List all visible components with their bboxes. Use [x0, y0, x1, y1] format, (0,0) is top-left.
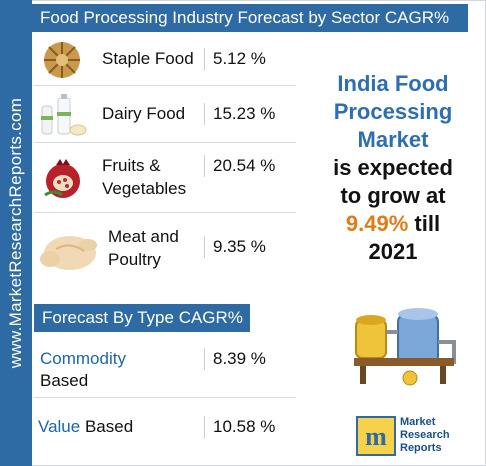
logo-letter: m	[365, 422, 387, 451]
headline-year: 2021	[368, 239, 418, 264]
market-research-reports-logo: m Market Research Reports	[356, 414, 468, 462]
table-row: Dairy Food 15.23 %	[34, 86, 296, 143]
chicken-icon	[40, 236, 97, 270]
headline-line: Market	[357, 127, 429, 152]
sector-label: Meat and	[108, 227, 179, 246]
headline-line: India Food	[337, 71, 449, 96]
headline-line: to grow at	[340, 183, 446, 208]
headline-line: Processing	[333, 99, 453, 124]
type-value: 8.39 %	[204, 348, 266, 370]
sector-table: Staple Food 5.12 % Dairy Food 15.23 % Fr…	[34, 33, 296, 288]
type-label-black: Based	[40, 371, 89, 390]
sector-value: 15.23 %	[204, 103, 275, 125]
sector-label: Staple Food	[102, 49, 194, 68]
headline-growth-line: 9.49% till	[305, 210, 481, 238]
logo-text-line: Reports	[400, 442, 442, 454]
pomegranate-icon	[44, 159, 80, 198]
type-table: Commodity Based 8.39 % Value Based 10.58…	[34, 338, 296, 458]
logo-text-line: Research	[400, 429, 450, 441]
grain-bowls-icon	[44, 42, 80, 78]
table-row: Commodity Based 8.39 %	[34, 338, 296, 398]
sector-value: 9.35 %	[204, 236, 266, 258]
sector-table-title: Food Processing Industry Forecast by Sec…	[32, 4, 468, 32]
table-row: Staple Food 5.12 %	[34, 33, 296, 86]
logo-text-line: Market	[400, 416, 436, 428]
sector-label-line2: Poultry	[108, 250, 161, 269]
headline-line: is expected	[333, 155, 453, 180]
type-label-blue: Commodity	[40, 349, 126, 368]
type-table-title: Forecast By Type CAGR%	[34, 304, 250, 332]
table-row: Meat and Poultry 9.35 %	[34, 213, 296, 288]
table-row: Fruits & Vegetables 20.54 %	[34, 143, 296, 213]
side-website-label: www.MarketResearchReports.com	[6, 97, 25, 369]
side-strip: www.MarketResearchReports.com	[0, 0, 32, 466]
table-row: Value Based 10.58 %	[34, 398, 296, 458]
type-label: Commodity Based	[40, 348, 126, 392]
logo-text: Market Research Reports	[400, 416, 450, 455]
type-value: 10.58 %	[204, 416, 275, 438]
market-headline: India Food Processing Market is expected…	[305, 70, 481, 266]
sector-value: 20.54 %	[204, 155, 275, 177]
growth-rate-highlight: 9.49%	[345, 211, 409, 236]
type-label: Value Based	[38, 416, 133, 438]
type-label-black: Based	[84, 417, 134, 436]
sector-label-line2: Vegetables	[102, 179, 187, 198]
sector-label: Dairy Food	[102, 104, 186, 123]
milk-bottles-icon	[41, 94, 87, 136]
sector-value: 5.12 %	[204, 48, 266, 70]
logo-mark-icon: m	[356, 416, 396, 456]
headline-till: till	[414, 211, 441, 236]
sector-label: Fruits &	[102, 156, 161, 175]
type-label-blue: Value	[38, 417, 81, 436]
food-processing-machine-icon	[354, 308, 456, 386]
